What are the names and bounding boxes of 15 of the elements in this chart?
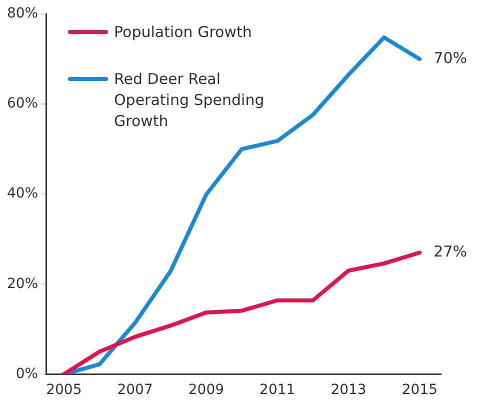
x-tick-label: 2015 — [402, 382, 438, 398]
y-tick-label: 40% — [6, 186, 38, 202]
x-tick-label: 2013 — [330, 382, 366, 398]
x-tick-label: 2009 — [188, 382, 224, 398]
y-tick-label: 20% — [6, 276, 38, 292]
y-tick-label: 60% — [6, 96, 38, 112]
annotation: 70% — [434, 48, 467, 67]
legend-label: Red Deer Real Operating Spending Growth — [114, 69, 266, 132]
y-tick-label: 80% — [6, 6, 38, 22]
legend-label: Population Growth — [114, 22, 253, 43]
annotation: 27% — [434, 242, 467, 261]
x-tick-label: 2011 — [260, 382, 296, 398]
y-tick-label: 0% — [16, 366, 38, 382]
x-tick-label: 2005 — [46, 382, 82, 398]
x-tick-label: 2007 — [117, 382, 153, 398]
